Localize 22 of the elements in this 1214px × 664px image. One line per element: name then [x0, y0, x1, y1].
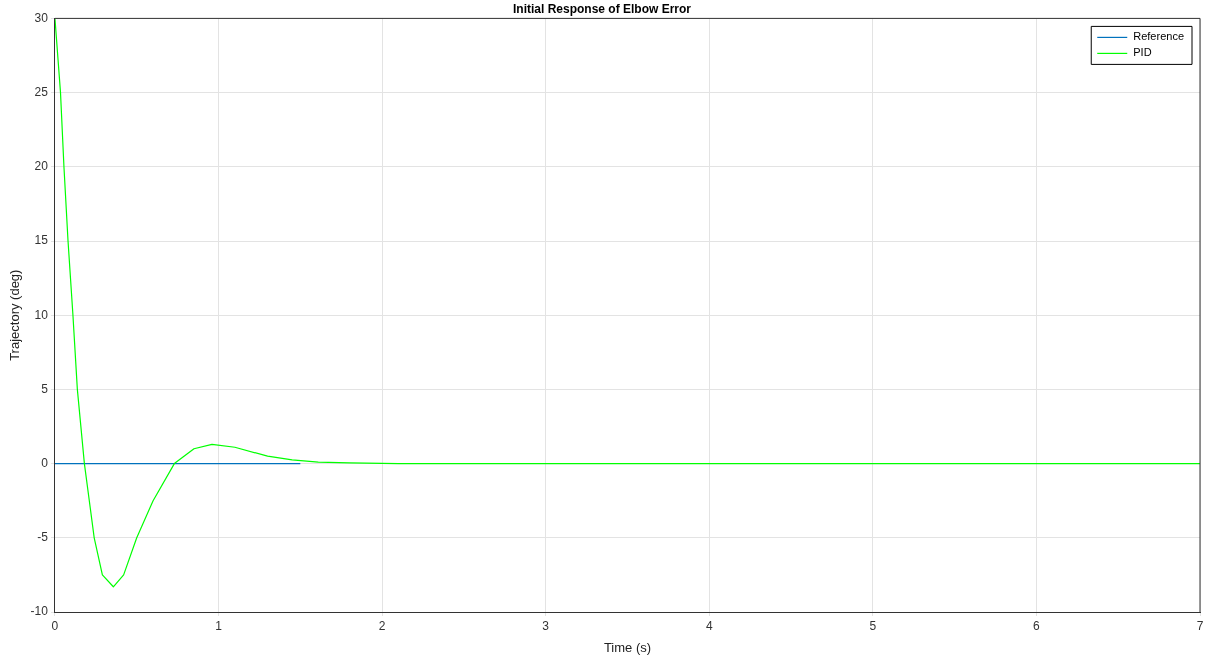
y-tick-label: 20 — [34, 159, 49, 174]
x-tick-label: 2 — [378, 618, 386, 633]
y-tick-label: 0 — [41, 455, 49, 470]
y-tick-label: 15 — [34, 233, 49, 248]
y-tick-label: 10 — [34, 307, 49, 322]
y-tick-label: 5 — [41, 381, 49, 396]
x-tick-label: 3 — [542, 618, 550, 633]
y-axis-title: Trajectory (deg) — [7, 269, 23, 361]
x-tick-label: 4 — [705, 618, 713, 633]
x-tick-label: 7 — [1196, 618, 1204, 633]
legend-label: PID — [1133, 46, 1152, 59]
x-tick-label: 5 — [869, 618, 877, 633]
x-axis-title: Time (s) — [603, 639, 652, 655]
x-tick-label: 0 — [51, 618, 59, 633]
x-tick-label: 6 — [1033, 618, 1041, 633]
y-tick-label: -10 — [30, 604, 49, 619]
x-tick-label: 1 — [215, 618, 223, 633]
y-tick-label: -5 — [37, 530, 49, 545]
y-tick-label: 25 — [34, 84, 49, 99]
y-tick-label: 30 — [34, 10, 49, 25]
legend-label: Reference — [1133, 30, 1185, 43]
chart-title: Initial Response of Elbow Error — [512, 1, 692, 16]
